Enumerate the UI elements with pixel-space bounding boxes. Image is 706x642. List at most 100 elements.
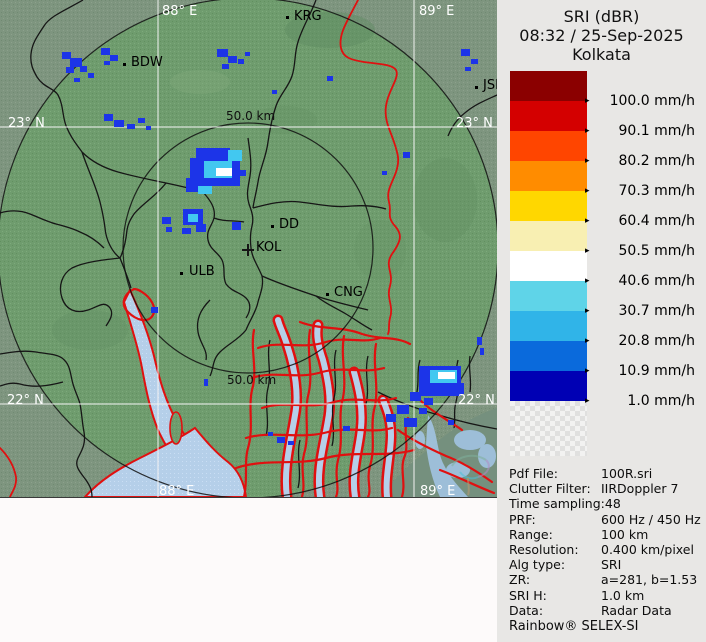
coordinate-label: 22° N	[7, 393, 44, 408]
range-ring-label: 50.0 km	[227, 373, 277, 387]
precip-cell	[114, 120, 124, 127]
city-marker-dot-ulb	[180, 272, 183, 275]
precip-cell	[386, 414, 396, 422]
precip-cell	[151, 307, 158, 313]
legend-label-row: ▸ 60.4 mm/h	[585, 212, 695, 230]
precip-cell	[327, 76, 333, 81]
precip-cell	[404, 418, 417, 427]
rivers	[0, 0, 496, 497]
precip-cell	[198, 186, 212, 194]
legend-swatch	[510, 161, 587, 191]
precip-cell	[410, 392, 421, 401]
precip-cell	[88, 73, 94, 78]
legend-swatch	[510, 101, 587, 131]
legend-label-row: ▸ 90.1 mm/h	[585, 122, 695, 140]
precip-cell	[288, 441, 294, 445]
legend-value-label: 70.3 mm/h	[618, 183, 696, 199]
precip-cell	[477, 337, 482, 345]
precip-cell	[62, 52, 71, 59]
precip-cell	[232, 222, 241, 230]
range-ring-label: 50.0 km	[226, 109, 276, 123]
metadata-label: Resolution:	[509, 542, 579, 557]
legend-swatch	[510, 131, 587, 161]
legend-swatch	[510, 221, 587, 251]
legend-blank-swatch	[510, 401, 587, 456]
metadata-label: Range:	[509, 526, 553, 542]
legend-tick-arrow-icon: ▸	[585, 276, 590, 286]
legend-label-row: ▸ 100.0 mm/h	[585, 92, 695, 110]
precip-cell	[204, 379, 208, 386]
precip-cell	[74, 78, 80, 82]
legend-tick-arrow-icon: ▸	[585, 306, 590, 316]
legend-swatch	[510, 281, 587, 311]
precip-cell	[238, 170, 246, 176]
metadata-label: PRF:	[509, 511, 536, 527]
metadata-row: Data: Radar Data	[509, 603, 672, 618]
legend-tick-arrow-icon: ▸	[585, 156, 590, 166]
precip-cell	[110, 55, 118, 61]
precipitation-echoes	[62, 48, 484, 445]
graticule	[0, 0, 497, 497]
legend-label-row: ▸ 30.7 mm/h	[585, 302, 695, 320]
precip-cell	[480, 348, 484, 355]
legend-tick-arrow-icon: ▸	[585, 336, 590, 346]
metadata-value: 1.0 km	[601, 587, 645, 603]
precip-cell	[222, 64, 229, 69]
legend-value-label: 50.5 mm/h	[618, 243, 696, 259]
precip-cell	[461, 49, 470, 56]
precip-cell	[448, 383, 464, 394]
metadata-value: a=281, b=1.53	[601, 572, 698, 588]
precip-cell	[438, 372, 455, 379]
precip-cell	[343, 426, 350, 431]
city-label-krg: KRG	[294, 9, 322, 24]
radar-map-view: 88° E 89° E 23° N 23° N 22° N 22° N 88° E 89° E…	[0, 0, 497, 498]
metadata-label: Data:	[509, 602, 544, 618]
metadata-label: SRI H:	[509, 587, 547, 603]
metadata-row: ZR: a=281, b=1.53	[509, 572, 697, 587]
legend-color-scale	[510, 71, 587, 401]
metadata-row: Range: 100 km	[509, 527, 648, 542]
precip-cell	[397, 405, 409, 414]
precip-cell	[382, 171, 387, 175]
precip-cell	[146, 126, 151, 130]
coordinate-label: 22° N	[458, 393, 495, 408]
precip-cell	[268, 432, 273, 436]
rainbow-artifact	[451, 454, 490, 496]
legend-tick-arrow-icon: ▸	[585, 366, 590, 376]
precip-cell	[104, 114, 113, 121]
precip-cell	[127, 124, 135, 129]
legend-tick-arrow-icon: ▸	[585, 246, 590, 256]
precip-cell	[228, 56, 237, 63]
metadata-row: Time sampling: 48	[509, 496, 621, 511]
legend-label-row: ▸ 10.9 mm/h	[585, 362, 695, 380]
precip-cell	[196, 148, 230, 161]
district-boundaries	[0, 0, 497, 497]
legend-swatch	[510, 341, 587, 371]
legend-value-label: 40.6 mm/h	[618, 273, 696, 289]
precip-cell	[465, 67, 471, 71]
precip-cell	[196, 224, 206, 232]
metadata-value: 0.400 km/pixel	[601, 542, 694, 557]
estuary-water	[83, 287, 248, 497]
precip-cell	[166, 227, 172, 232]
precip-cell	[448, 420, 454, 425]
legend-value-label: 90.1 mm/h	[618, 123, 696, 139]
legend-value-label: 30.7 mm/h	[618, 303, 696, 319]
precip-cell	[238, 59, 244, 64]
city-label-bdw: BDW	[131, 55, 163, 70]
precip-cell	[471, 59, 478, 64]
precip-cell	[216, 168, 232, 176]
metadata-value: 600 Hz / 450 Hz	[601, 511, 701, 527]
metadata-value: Radar Data	[601, 602, 672, 618]
city-label-cng: CNG	[334, 285, 363, 300]
legend-tick-arrow-icon: ▸	[585, 126, 590, 136]
precip-cell	[217, 49, 228, 57]
precip-cell	[104, 61, 110, 65]
legend-tick-arrow-icon: ▸	[585, 96, 590, 106]
legend-label-row: ▸ 50.5 mm/h	[585, 242, 695, 260]
legend-label-row: ▸ 20.8 mm/h	[585, 332, 695, 350]
metadata-row: Resolution: 0.400 km/pixel	[509, 542, 694, 557]
metadata-row: PRF: 600 Hz / 450 Hz	[509, 512, 701, 527]
legend-swatch	[510, 251, 587, 281]
precip-cell	[66, 67, 74, 73]
